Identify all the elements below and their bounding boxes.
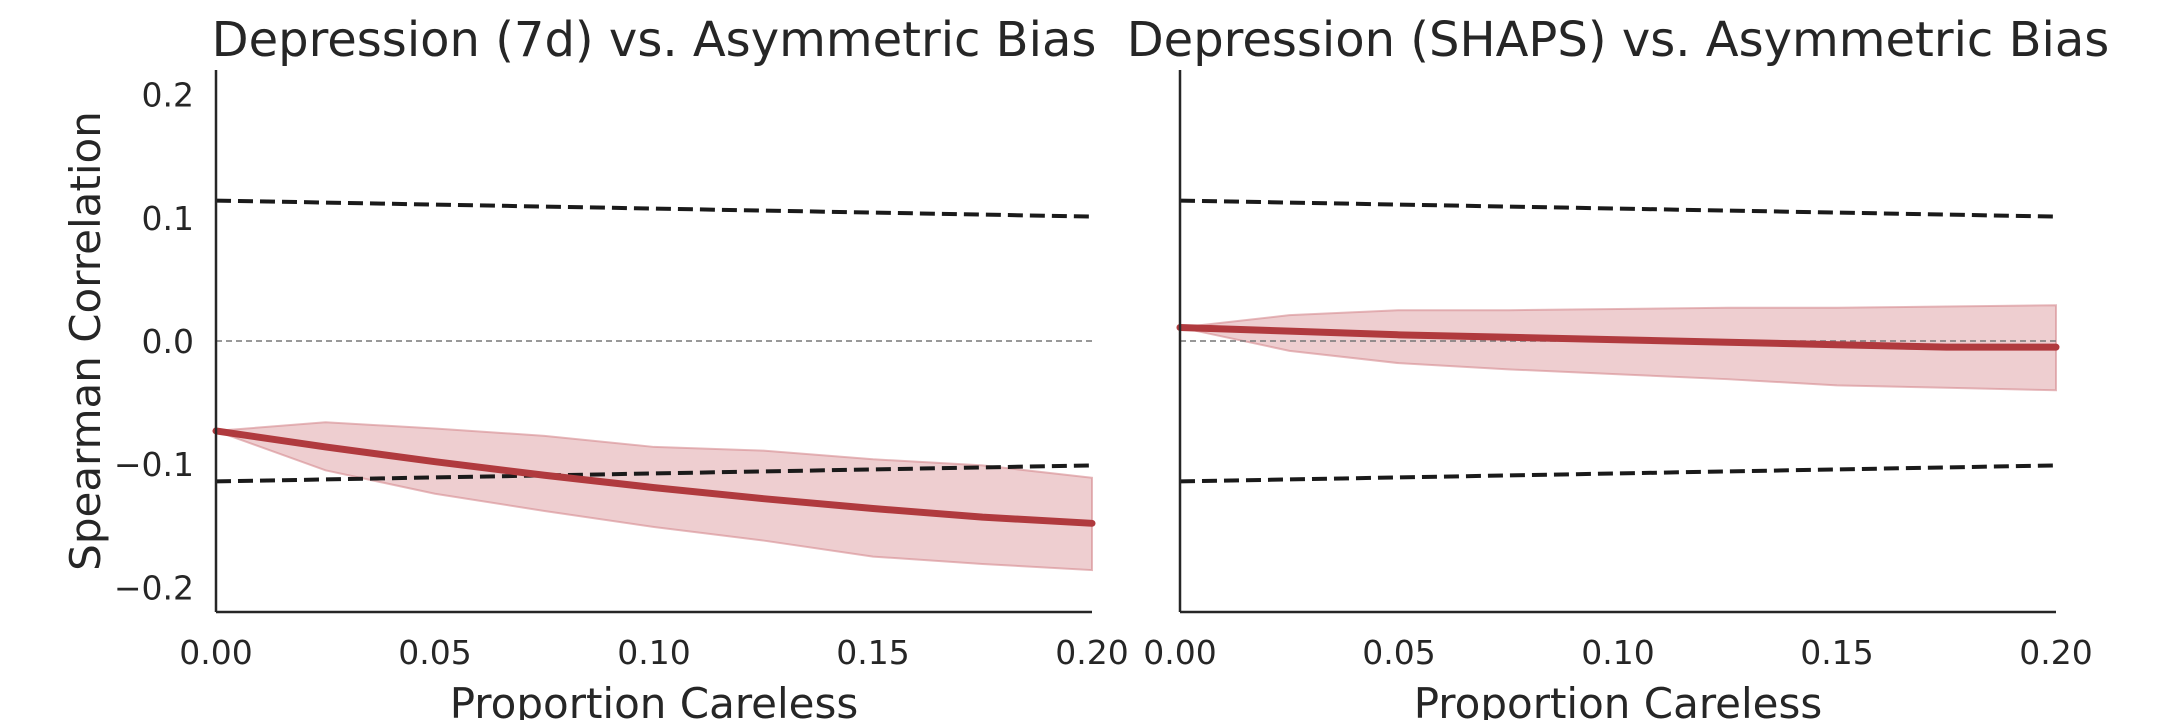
chart-1-x-tick-label: 0.15 (836, 633, 909, 672)
chart-1-x-tick-label: 0.10 (617, 633, 690, 672)
chart-1-y-tick-label: 0.0 (142, 322, 194, 361)
chart-1-series-line-1 (212, 427, 1096, 527)
chart-1-x-tick-label: 0.05 (398, 633, 471, 672)
chart-1-x-tick-label: 0.20 (1055, 633, 1128, 672)
chart-1-y-axis-label: Spearman Correlation (61, 111, 110, 571)
chart-2-x-tick-label: 0.10 (1581, 633, 1654, 672)
chart-2-x-tick-label: 0.20 (2019, 633, 2092, 672)
chart-1-y-tick-label: 0.1 (142, 199, 194, 238)
left-chart-panel: 0.00 0.05 0.10 0.15 0.20 0.2 0.1 0.0 −0.1 −0.2 Dep… (61, 12, 1129, 720)
chart-1-x-axis-label: Proportion Careless (450, 679, 859, 720)
chart-1-threshold-line-2 (215, 463, 1093, 484)
chart-1-threshold-line-1 (215, 198, 1093, 219)
chart-1-y-tick-label: 0.2 (142, 76, 194, 115)
chart-2-x-tick-label: 0.15 (1800, 633, 1873, 672)
chart-2-threshold-line-1 (1179, 198, 2057, 219)
chart-1-x-tick-label: 0.00 (179, 633, 252, 672)
chart-2-series-line-1 (1176, 323, 2060, 351)
chart-2-x-tick-label: 0.00 (1143, 633, 1216, 672)
chart-1-y-tick-label: −0.2 (114, 568, 194, 607)
chart-2-x-tick-label: 0.05 (1362, 633, 1435, 672)
chart-1-title: Depression (7d) vs. Asymmetric Bias (212, 12, 1097, 68)
chart-2-threshold-line-2 (1179, 463, 2057, 484)
chart-1-confidence-band-1 (215, 421, 1093, 572)
chart-1-y-tick-label: −0.1 (114, 445, 194, 484)
right-chart-panel: 0.00 0.05 0.10 0.15 0.20 Depression (SHAPS) v… (1127, 12, 2110, 720)
chart-2-x-axis-label: Proportion Careless (1414, 679, 1823, 720)
chart-2-title: Depression (SHAPS) vs. Asymmetric Bias (1127, 12, 2110, 68)
